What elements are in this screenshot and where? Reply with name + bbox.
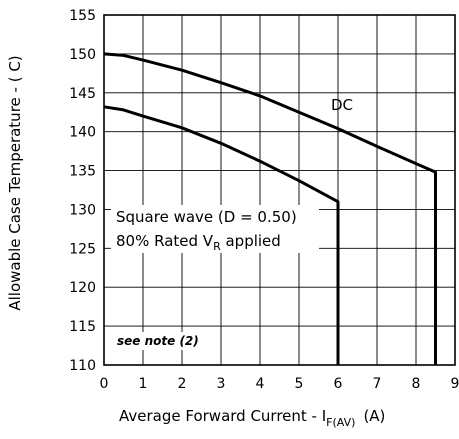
y-tick-label: 135	[69, 164, 96, 180]
x-axis-title-sub: F(AV)	[326, 416, 355, 429]
x-tick-label: 2	[178, 376, 187, 392]
y-tick-label: 150	[69, 47, 96, 63]
x-tick-label: 4	[256, 376, 265, 392]
dc-curve	[103, 52, 437, 365]
y-tick-label: 130	[69, 202, 96, 218]
dc-label: DC	[331, 96, 353, 114]
x-tick-label: 3	[217, 376, 226, 392]
x-tick-label: 0	[100, 376, 109, 392]
square-wave-label: Square wave (D = 0.50)	[116, 208, 297, 226]
y-tick-labels: 110 115 120 125 130 135 140 145 150 155	[69, 8, 96, 374]
grid-lines	[104, 15, 455, 365]
x-tick-label: 5	[295, 376, 304, 392]
x-tick-label: 8	[412, 376, 421, 392]
y-tick-label: 115	[69, 319, 96, 335]
y-tick-label: 125	[69, 241, 96, 257]
rated-voltage-sub: R	[213, 240, 221, 253]
y-tick-label: 120	[69, 280, 96, 296]
x-tick-labels: 0 1 2 3 4 5 6 7 8 9	[100, 376, 459, 392]
data-curves	[103, 52, 437, 365]
y-tick-label: 145	[69, 86, 96, 102]
x-axis-title: Average Forward Current - IF(AV) (A)	[119, 407, 385, 429]
square-wave-label-bg	[111, 205, 319, 253]
y-tick-label: 140	[69, 125, 96, 141]
x-tick-label: 7	[373, 376, 382, 392]
y-axis-title: Allowable Case Temperature - ( C)	[6, 55, 24, 310]
plot-frame	[103, 14, 456, 366]
x-axis-title-main: Average Forward Current - I	[119, 407, 326, 425]
y-tick-label: 155	[69, 8, 96, 24]
x-tick-label: 1	[139, 376, 148, 392]
rated-voltage-label: 80% Rated VR applied	[116, 232, 281, 253]
x-tick-label: 6	[334, 376, 343, 392]
y-tick-label: 110	[69, 358, 96, 374]
rated-voltage-end: applied	[221, 232, 281, 250]
x-tick-label: 9	[451, 376, 459, 392]
x-axis-title-unit: (A)	[363, 407, 385, 425]
square-wave-curve	[103, 105, 340, 365]
note-label: see note (2)	[117, 334, 199, 348]
note-bg	[112, 332, 212, 350]
rated-voltage-main: 80% Rated V	[116, 232, 214, 250]
